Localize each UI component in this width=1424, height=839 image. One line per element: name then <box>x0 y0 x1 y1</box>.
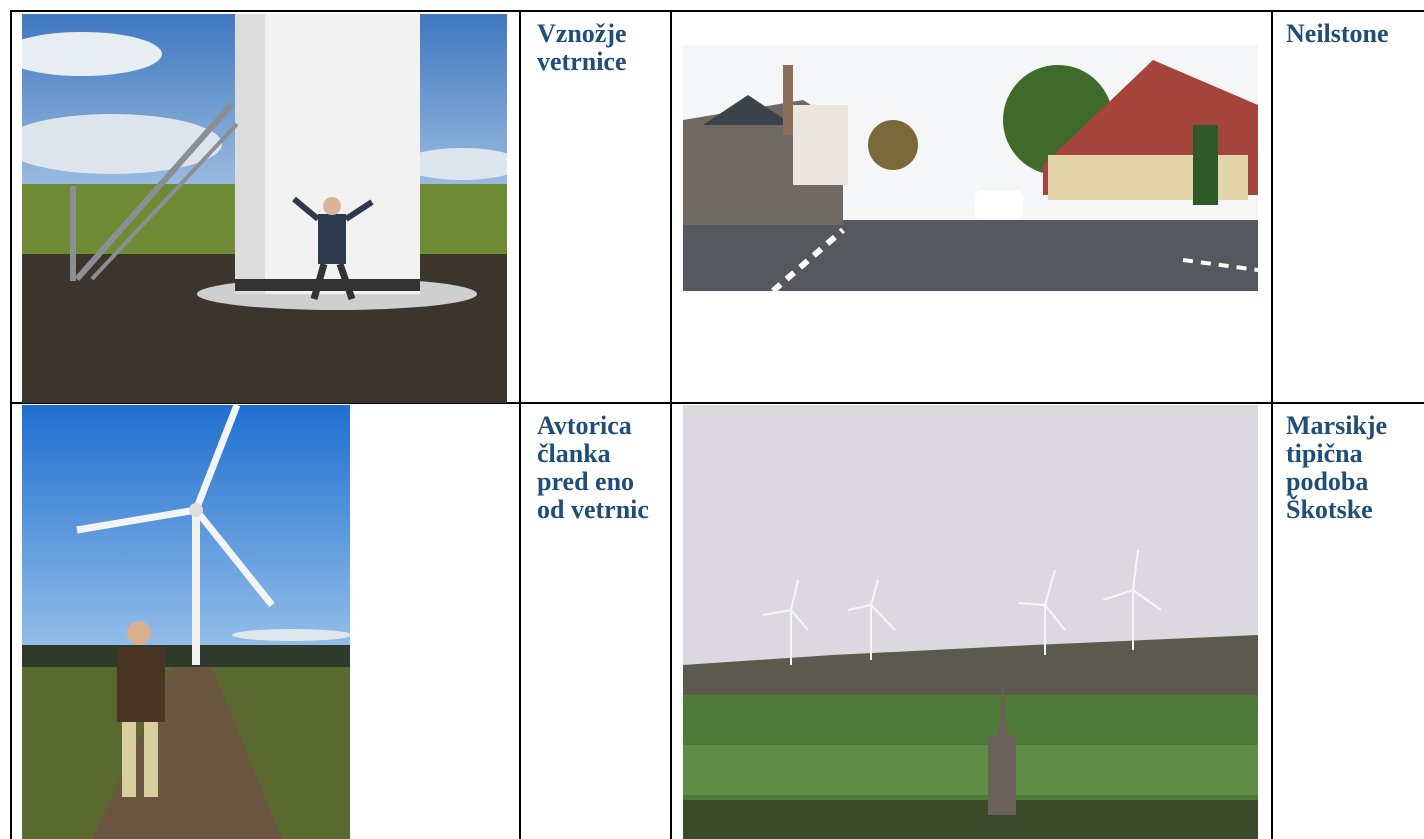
photo <box>683 405 1258 839</box>
page: Vznožje vetrnice Neilstone Avto <box>0 0 1424 839</box>
caption: Marsikje tipična podoba Škotske <box>1286 412 1421 524</box>
table-border <box>670 10 672 839</box>
table-border <box>10 10 1424 12</box>
caption: Neilstone <box>1286 20 1421 48</box>
photo <box>683 45 1258 291</box>
table-border <box>1271 10 1273 839</box>
table-border <box>519 10 521 839</box>
table-border <box>10 10 12 839</box>
photo <box>22 405 350 839</box>
photo <box>22 14 507 403</box>
caption: Vznožje vetrnice <box>537 20 662 76</box>
caption: Avtorica članka pred eno od vetrnic <box>537 412 662 524</box>
